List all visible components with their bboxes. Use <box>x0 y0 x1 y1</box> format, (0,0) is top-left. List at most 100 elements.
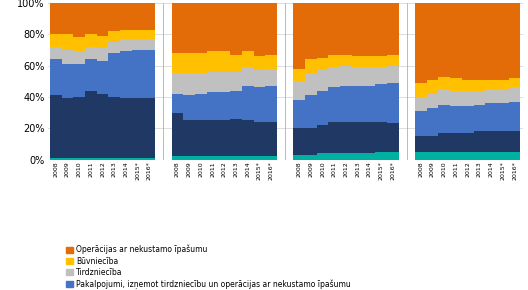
Bar <box>497 80 508 89</box>
Bar <box>206 156 219 160</box>
Bar <box>50 47 62 59</box>
Bar <box>293 81 305 100</box>
Bar <box>305 73 317 95</box>
Bar <box>387 83 399 124</box>
Bar <box>132 39 144 50</box>
Bar <box>328 122 340 153</box>
Bar <box>253 56 265 70</box>
Bar <box>62 64 73 98</box>
Bar <box>219 3 230 51</box>
Bar <box>265 3 277 55</box>
Bar <box>497 3 508 80</box>
Bar <box>253 122 265 156</box>
Bar <box>253 156 265 160</box>
Bar <box>387 3 399 55</box>
Bar <box>508 88 521 102</box>
Bar <box>508 131 521 152</box>
Bar <box>427 94 438 108</box>
Bar <box>317 3 328 58</box>
Bar <box>317 90 328 125</box>
Bar <box>62 98 73 158</box>
Bar <box>206 92 219 120</box>
Bar <box>206 120 219 156</box>
Legend: Operācijas ar nekustamo īpašumu, Būvniecība, Tirdzniecība, Pakalpojumi, izņemot : Operācijas ar nekustamo īpašumu, Būvniec… <box>65 245 351 290</box>
Bar <box>317 125 328 153</box>
Bar <box>85 47 97 59</box>
Bar <box>85 59 97 90</box>
Bar <box>508 102 521 131</box>
Bar <box>73 97 85 158</box>
Bar <box>438 133 450 152</box>
Bar <box>195 53 206 73</box>
Bar <box>474 105 485 131</box>
Bar <box>508 3 521 78</box>
Bar <box>132 50 144 98</box>
Bar <box>450 78 462 90</box>
Bar <box>364 56 375 67</box>
Bar <box>293 100 305 128</box>
Bar <box>85 90 97 158</box>
Bar <box>132 30 144 39</box>
Bar <box>219 72 230 92</box>
Bar <box>73 64 85 97</box>
Bar <box>352 153 364 160</box>
Bar <box>340 3 352 55</box>
Bar <box>450 90 462 106</box>
Bar <box>242 3 253 51</box>
Bar <box>497 89 508 103</box>
Bar <box>73 158 85 160</box>
Bar <box>219 156 230 160</box>
Bar <box>265 55 277 69</box>
Bar <box>462 106 474 133</box>
Bar <box>195 94 206 120</box>
Bar <box>450 3 462 78</box>
Bar <box>242 120 253 156</box>
Bar <box>293 69 305 81</box>
Bar <box>108 97 120 158</box>
Bar <box>172 73 183 94</box>
Bar <box>415 97 427 111</box>
Bar <box>50 3 62 34</box>
Bar <box>438 77 450 89</box>
Bar <box>328 55 340 67</box>
Bar <box>73 3 85 37</box>
Bar <box>427 108 438 136</box>
Bar <box>97 158 108 160</box>
Bar <box>97 36 108 48</box>
Bar <box>97 3 108 36</box>
Bar <box>242 67 253 86</box>
Bar <box>450 152 462 160</box>
Bar <box>450 106 462 133</box>
Bar <box>427 3 438 80</box>
Bar <box>438 89 450 105</box>
Bar <box>206 51 219 72</box>
Bar <box>427 136 438 152</box>
Bar <box>219 51 230 72</box>
Bar <box>462 133 474 152</box>
Bar <box>85 34 97 47</box>
Bar <box>172 3 183 53</box>
Bar <box>120 158 132 160</box>
Bar <box>120 3 132 30</box>
Bar <box>427 80 438 94</box>
Bar <box>340 122 352 153</box>
Bar <box>462 152 474 160</box>
Bar <box>375 67 387 84</box>
Bar <box>230 156 242 160</box>
Bar <box>219 92 230 120</box>
Bar <box>474 131 485 152</box>
Bar <box>438 3 450 77</box>
Bar <box>172 53 183 73</box>
Bar <box>253 3 265 56</box>
Bar <box>108 42 120 53</box>
Bar <box>265 86 277 122</box>
Bar <box>85 158 97 160</box>
Bar <box>415 111 427 136</box>
Bar <box>144 3 155 30</box>
Bar <box>364 153 375 160</box>
Bar <box>474 80 485 90</box>
Bar <box>364 86 375 122</box>
Bar <box>328 3 340 55</box>
Bar <box>206 72 219 92</box>
Bar <box>485 131 497 152</box>
